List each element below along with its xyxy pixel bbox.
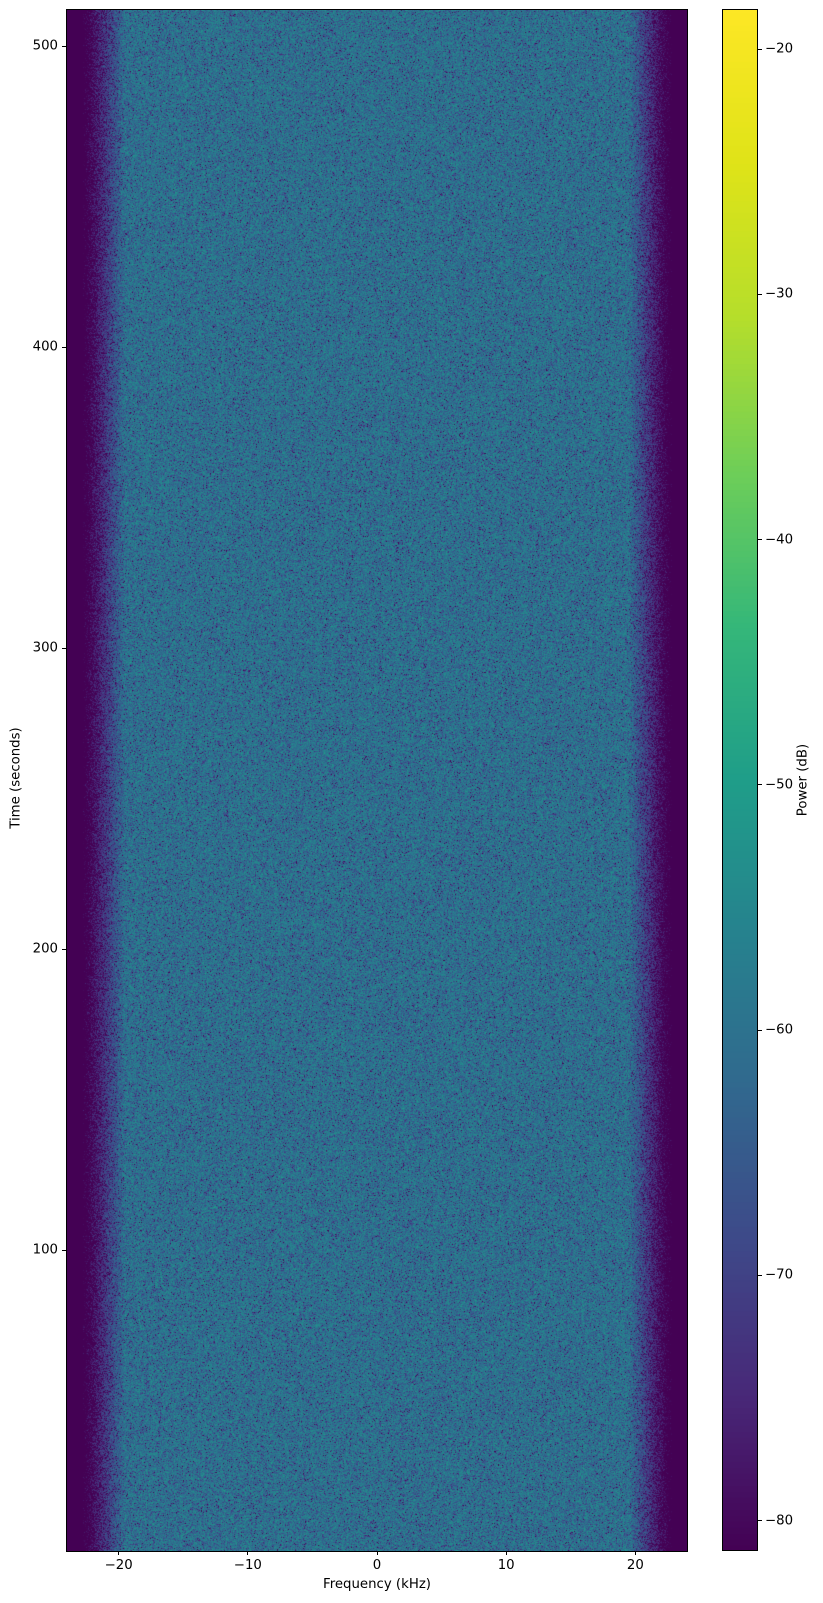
y-axis-label: Time (seconds): [8, 727, 24, 829]
x-tick-label: 20: [626, 1558, 644, 1573]
colorbar-tick-label: −70: [765, 1267, 794, 1283]
y-tick-label: 400: [32, 339, 58, 355]
y-tick-label: 100: [32, 1242, 58, 1258]
colorbar-tick-label: −60: [765, 1022, 794, 1038]
colorbar-tick: [758, 1520, 762, 1522]
x-tick-label: −10: [233, 1558, 262, 1573]
colorbar-tick: [758, 48, 762, 50]
y-tick-label: 200: [32, 941, 58, 957]
x-tick: [634, 1551, 636, 1555]
colorbar-tick-label: −30: [765, 286, 794, 302]
colorbar-tick: [758, 784, 762, 786]
colorbar-area: [722, 9, 758, 1551]
y-tick: [62, 647, 66, 649]
spectrogram-heatmap: [67, 10, 687, 1551]
colorbar-tick-label: −20: [765, 41, 794, 57]
x-tick: [376, 1551, 378, 1555]
colorbar-tick: [758, 539, 762, 541]
y-tick: [62, 45, 66, 47]
y-tick: [62, 1249, 66, 1251]
x-tick-label: 0: [372, 1558, 382, 1573]
colorbar-tick-label: −80: [765, 1513, 794, 1529]
y-tick-label: 500: [32, 38, 58, 54]
x-tick-label: 10: [497, 1558, 515, 1573]
y-tick-label: 300: [32, 640, 58, 656]
y-tick: [62, 948, 66, 950]
colorbar-tick: [758, 1029, 762, 1031]
x-tick: [247, 1551, 249, 1555]
x-tick-label: −20: [104, 1558, 133, 1573]
x-axis-label: Frequency (kHz): [323, 1577, 431, 1592]
colorbar-tick: [758, 293, 762, 295]
colorbar-gradient: [723, 10, 757, 1550]
colorbar-tick-label: −40: [765, 532, 794, 548]
y-tick: [62, 346, 66, 348]
x-tick: [505, 1551, 507, 1555]
x-tick: [118, 1551, 120, 1555]
plot-area: [66, 9, 688, 1552]
colorbar-tick-label: −50: [765, 777, 794, 793]
colorbar-label: Power (dB): [795, 743, 811, 817]
colorbar-tick: [758, 1274, 762, 1276]
